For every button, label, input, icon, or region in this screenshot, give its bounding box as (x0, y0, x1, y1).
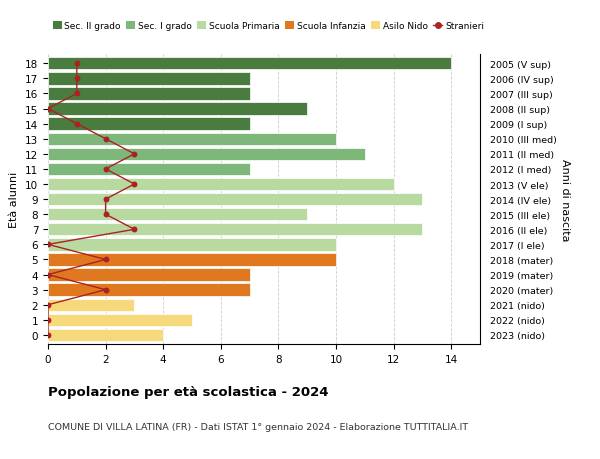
Point (101, 286, 110, 294)
Bar (48, 103, 307, 116)
Point (72, 90, 82, 98)
Bar (48, 88, 250, 101)
Bar (48, 194, 422, 206)
Legend: Sec. II grado, Sec. I grado, Scuola Primaria, Scuola Infanzia, Asilo Nido, Stran: Sec. II grado, Sec. I grado, Scuola Prim… (53, 22, 484, 31)
Point (101, 196, 110, 203)
Bar (48, 58, 451, 70)
Point (101, 211, 110, 218)
Bar (48, 208, 307, 221)
Bar (48, 269, 250, 281)
Point (43, 106, 53, 113)
Point (43, 271, 53, 279)
Point (43, 302, 53, 309)
Bar (48, 284, 250, 296)
Point (101, 136, 110, 143)
Bar (48, 224, 422, 236)
Point (43, 241, 53, 248)
Bar (48, 133, 336, 146)
Bar (48, 329, 163, 341)
Bar (48, 148, 365, 161)
Bar (48, 163, 250, 176)
Bar (48, 118, 250, 130)
Point (43, 317, 53, 324)
Text: Popolazione per età scolastica - 2024: Popolazione per età scolastica - 2024 (48, 386, 329, 398)
Y-axis label: Anni di nascita: Anni di nascita (560, 158, 571, 241)
Y-axis label: Età alunni: Età alunni (10, 172, 19, 228)
Point (130, 181, 139, 188)
Point (43, 331, 53, 339)
Point (101, 166, 110, 173)
Point (130, 151, 139, 158)
Point (72, 121, 82, 128)
Point (101, 256, 110, 263)
Point (72, 75, 82, 83)
Bar (48, 299, 134, 311)
Text: COMUNE DI VILLA LATINA (FR) - Dati ISTAT 1° gennaio 2024 - Elaborazione TUTTITAL: COMUNE DI VILLA LATINA (FR) - Dati ISTAT… (48, 422, 468, 431)
Bar (48, 314, 192, 326)
Bar (48, 254, 336, 266)
Bar (48, 73, 250, 85)
Point (130, 226, 139, 234)
Bar (48, 239, 336, 251)
Point (72, 61, 82, 68)
Bar (48, 179, 394, 191)
